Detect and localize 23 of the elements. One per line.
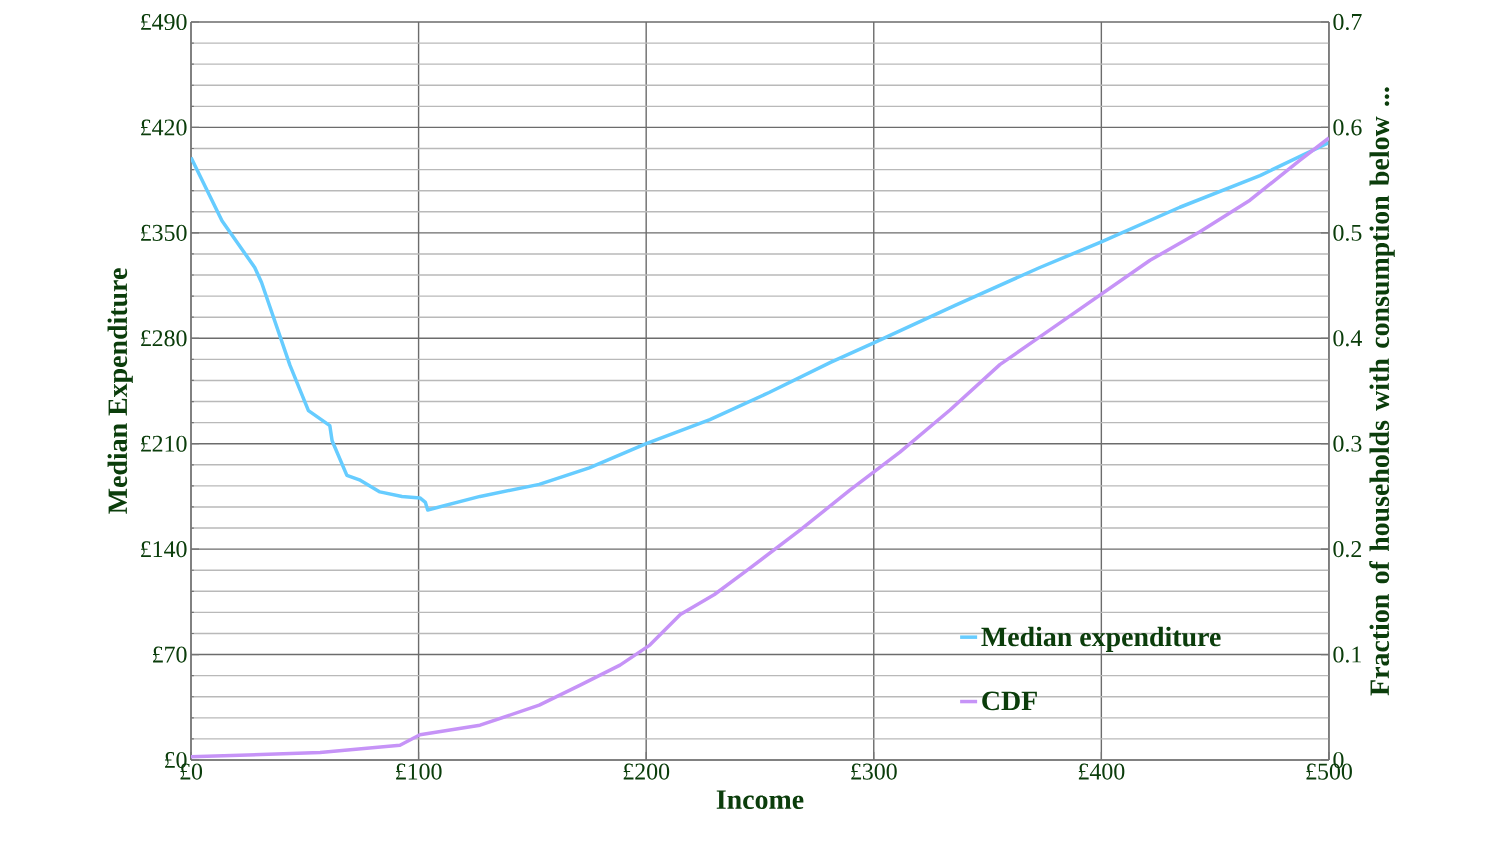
y2-axis-title: Fraction of households with consumption below ... [1369, 87, 1395, 696]
x-tick-label: £100 [396, 763, 442, 780]
y-tick-label: £70 [153, 646, 187, 663]
y-tick-label: £490 [141, 13, 187, 31]
legend-label: CDF [982, 691, 1037, 711]
x-tick-label: £400 [1078, 763, 1125, 780]
x-tick-label: £200 [623, 763, 670, 780]
y-tick-label: £420 [141, 119, 187, 136]
y-tick-label: £350 [141, 224, 187, 241]
y2-tick-label: 0.5 [1333, 224, 1362, 241]
y-tick-label: £140 [141, 541, 187, 558]
y2-tick-label: 0.3 [1333, 435, 1362, 452]
y2-tick-label: 0.2 [1333, 541, 1362, 558]
y2-tick-label: 0.7 [1333, 13, 1362, 31]
y-tick-label: £280 [141, 330, 187, 347]
y2-tick-label: 0.1 [1333, 646, 1361, 663]
x-tick-label: £300 [851, 763, 897, 780]
y-axis-title: Median Expenditure [107, 268, 133, 514]
y2-tick-label: 0.4 [1333, 330, 1362, 347]
y-tick-label: £210 [141, 435, 187, 452]
line-series [191, 140, 1329, 512]
x-axis-title: Income [716, 790, 804, 810]
y2-tick-label: 0.6 [1333, 119, 1362, 136]
